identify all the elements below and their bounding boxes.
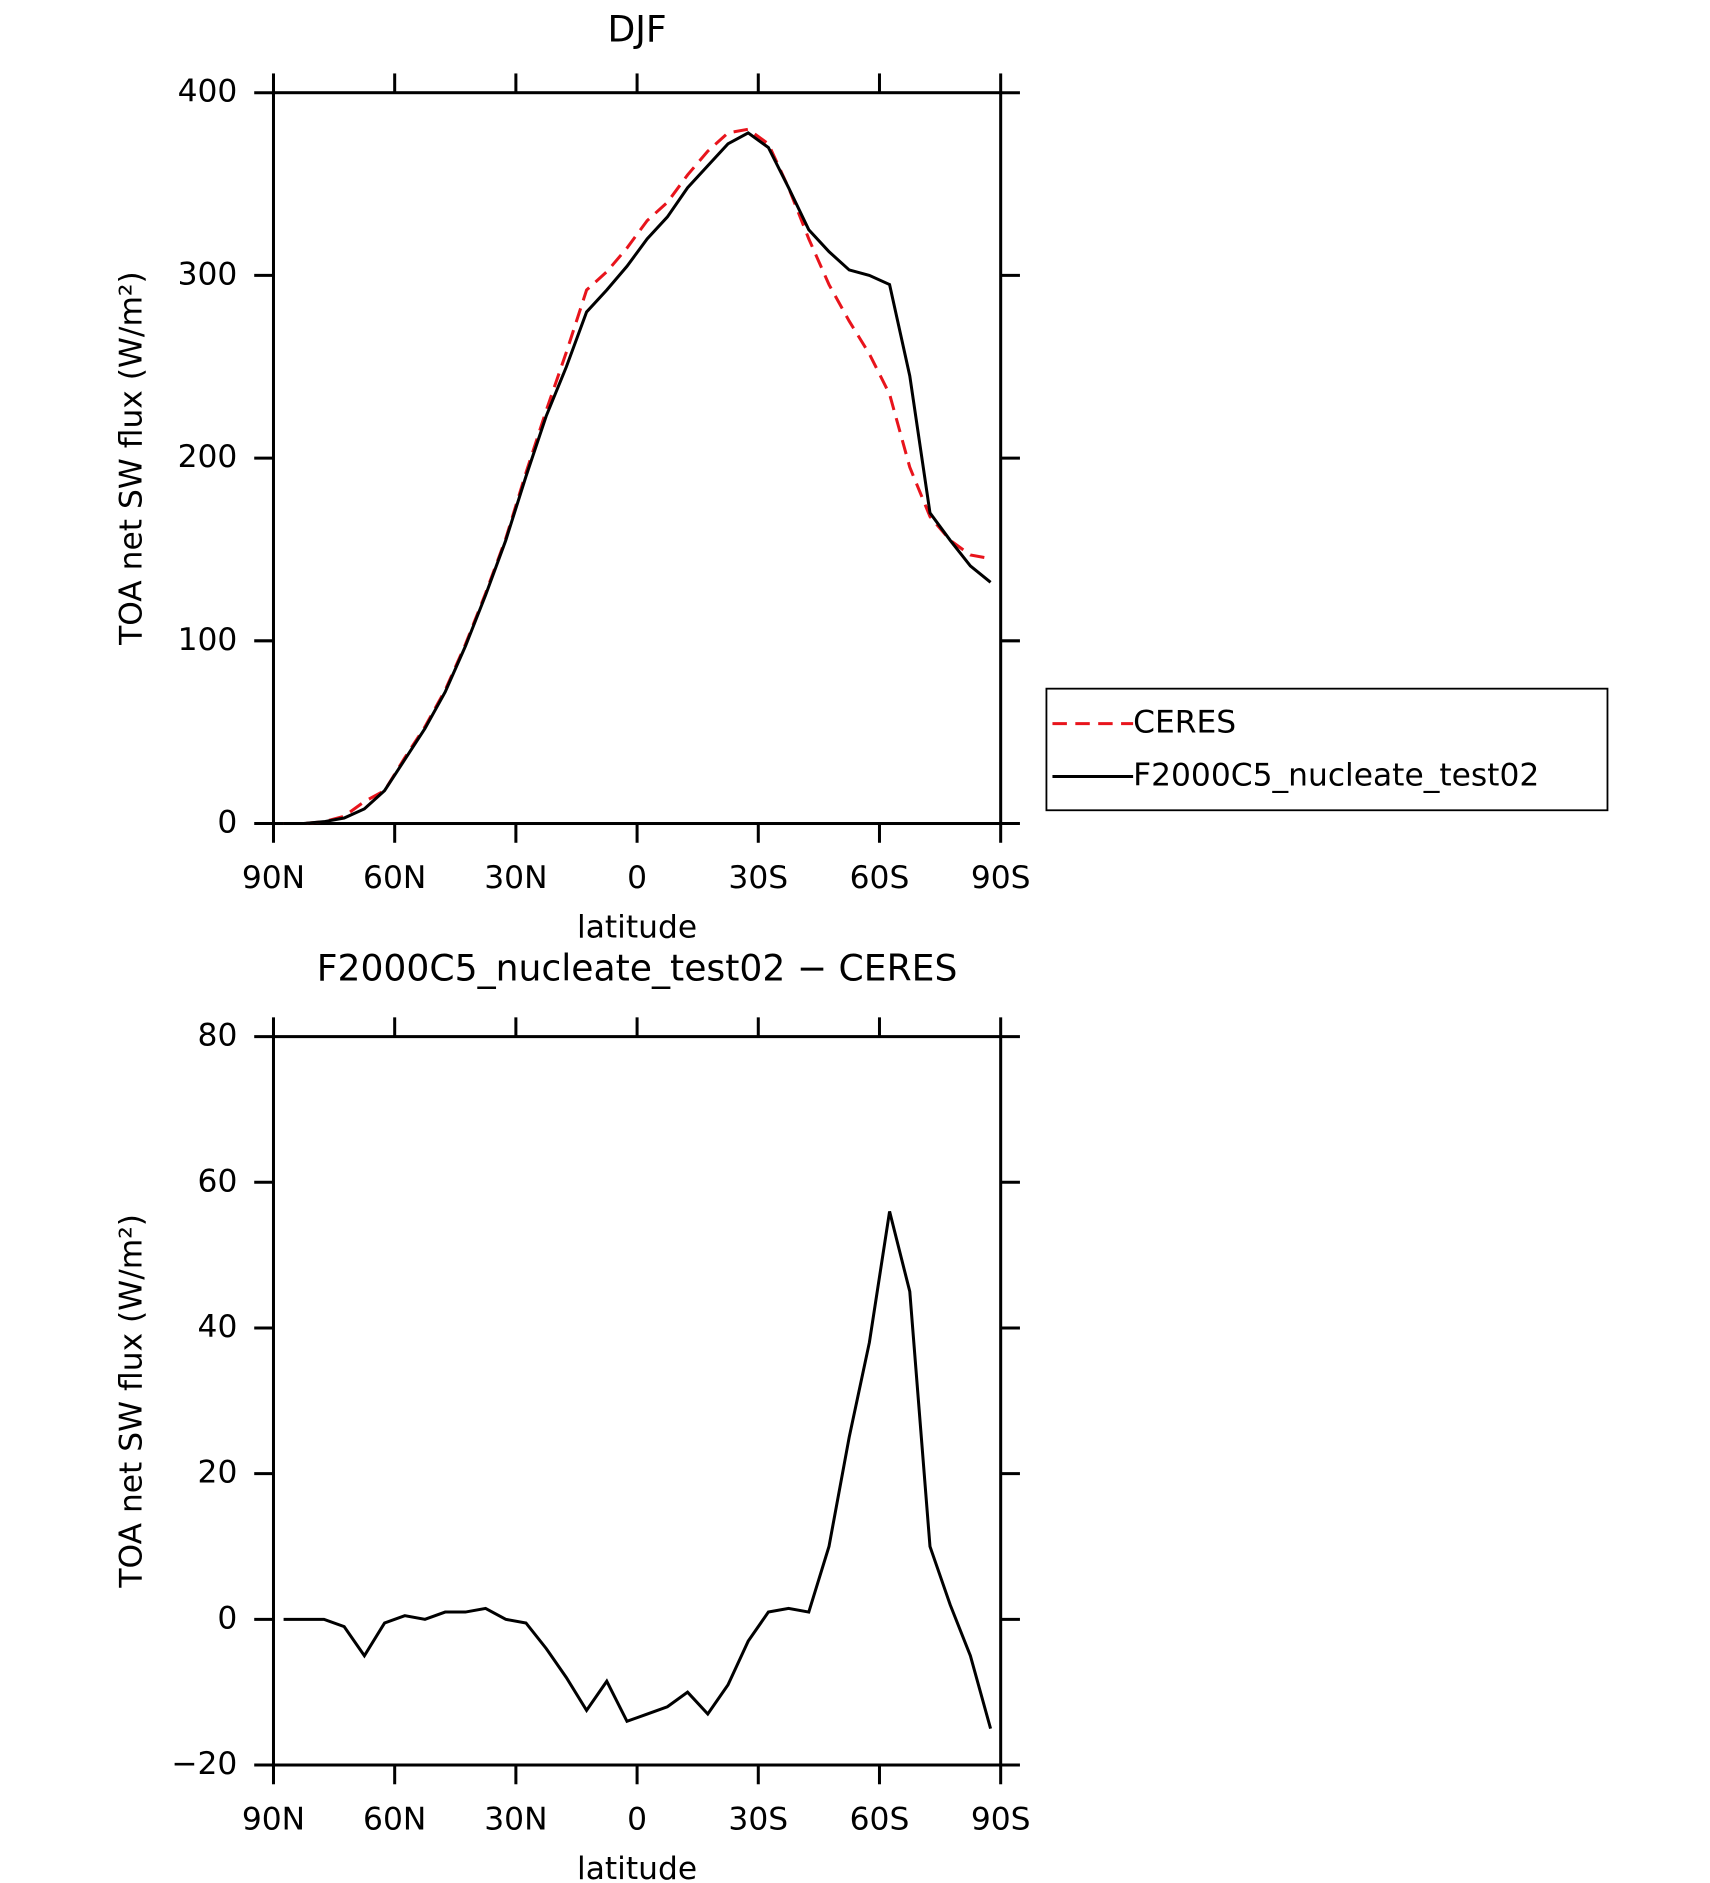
y-axis-label: TOA net SW flux (W/m²) xyxy=(114,271,150,646)
y-tick-label: 40 xyxy=(198,1309,238,1345)
y-tick-label: 300 xyxy=(178,256,238,292)
legend-label: F2000C5_nucleate_test02 xyxy=(1133,758,1539,794)
x-tick-label: 0 xyxy=(627,1801,647,1837)
y-tick-label: 60 xyxy=(198,1163,238,1199)
x-tick-label: 60S xyxy=(850,860,910,896)
x-tick-label: 30S xyxy=(728,1801,788,1837)
y-tick-label: 400 xyxy=(178,74,238,110)
chart-title: DJF xyxy=(607,7,666,50)
x-tick-label: 60N xyxy=(363,860,426,896)
x-tick-label: 30N xyxy=(484,1801,547,1837)
x-tick-label: 60S xyxy=(850,1801,910,1837)
legend-label: CERES xyxy=(1133,705,1236,741)
x-tick-label: 90S xyxy=(971,1801,1031,1837)
x-axis-label: latitude xyxy=(577,909,697,945)
x-axis-label: latitude xyxy=(577,1851,697,1883)
x-tick-label: 30S xyxy=(728,860,788,896)
chart-title: F2000C5_nucleate_test02 − CERES xyxy=(317,946,958,989)
y-tick-label: 0 xyxy=(217,805,237,841)
y-tick-label: 20 xyxy=(198,1455,238,1491)
y-tick-label: 0 xyxy=(217,1600,237,1636)
y-tick-label: −20 xyxy=(171,1746,237,1782)
x-tick-label: 90N xyxy=(242,1801,305,1837)
x-tick-label: 30N xyxy=(484,860,547,896)
x-tick-label: 60N xyxy=(363,1801,426,1837)
x-tick-label: 0 xyxy=(627,860,647,896)
y-tick-label: 200 xyxy=(178,439,238,475)
data-line xyxy=(283,1211,993,1729)
y-tick-label: 80 xyxy=(198,1018,238,1054)
legend-box xyxy=(1045,687,1609,812)
y-tick-label: 100 xyxy=(178,622,238,658)
data-line xyxy=(283,131,992,826)
x-tick-label: 90N xyxy=(242,860,305,896)
plot-frame xyxy=(271,1035,1003,1767)
y-axis-label: TOA net SW flux (W/m²) xyxy=(114,1214,150,1589)
plot-frame xyxy=(271,91,1003,826)
x-tick-label: 90S xyxy=(971,860,1031,896)
data-line xyxy=(283,127,991,826)
